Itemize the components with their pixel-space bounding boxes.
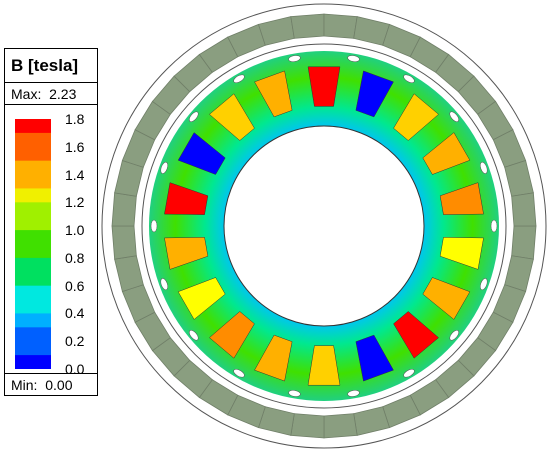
legend-min-value: 0.00 [45,377,73,393]
colorbar-tick-label: 1.0 [65,222,85,239]
stator-slot [160,278,168,291]
legend-max-row: Max: 2.23 [5,83,97,105]
stator-slot [288,55,301,62]
stator-slot [189,111,199,122]
ring-segment [323,13,358,39]
colorbar-band [15,146,51,162]
stator-slot [449,111,459,122]
stator-tooth [393,311,439,359]
colorbar-tick-label: 0.8 [65,249,85,266]
stator-tooth [393,93,439,141]
stator-slot [347,390,360,397]
ring-segment [290,413,325,439]
stator-slot [288,390,301,397]
colorbar-band [15,160,51,176]
colorbar-band [15,313,51,328]
colorbar-tick-label: 0.6 [65,277,85,294]
colorbar-band [15,271,51,287]
stator-tooth [177,277,226,320]
stator-tooth [355,70,394,118]
legend-max-label: Max: [11,86,42,102]
outer-ring [111,13,537,439]
legend-min-label: Min: [11,377,38,393]
stator-slot [449,330,459,341]
ring-segment [511,192,537,227]
stator-tooth [209,93,255,141]
legend-min-row: Min: 0.00 [5,373,97,395]
colorbar-band [15,174,51,189]
colorbar-tick-label: 0.2 [65,333,85,350]
colorbar-band [15,119,51,134]
stator-tooth [164,237,209,270]
stator-slot [233,74,245,83]
stator-tooth [422,277,471,320]
colorbar-band [15,257,51,273]
stator-slot [233,369,245,378]
stator-slot [490,219,498,233]
stator-tooth [164,182,209,215]
stator-tooth [355,334,394,382]
stator-slot [480,278,488,291]
colorbar-band [15,202,51,217]
colorbar-band [15,230,51,245]
colorbar-tick-label: 1.2 [65,194,85,211]
colorbar-band [15,132,51,148]
stator-slot [189,330,199,341]
stator-tooth [439,237,484,270]
stator-tooth [177,132,226,175]
colorbar-band [15,327,51,342]
stator-tooth [254,70,293,118]
ring-segment [111,225,137,260]
colorbar-band [15,341,51,356]
ring-segment [111,192,137,227]
colorbar-band [15,285,51,301]
stator-tooth [307,345,341,386]
stator-tooth [254,334,293,382]
colorbar-gradient [15,119,51,369]
colorbar-tick-label: 1.4 [65,166,85,183]
colorbar-band [15,244,51,259]
ring-segment [511,225,537,260]
stator-tooth [439,182,484,215]
stator-slot [403,74,415,83]
colorbar-tick-label: 1.6 [65,138,85,155]
stator-tooth [422,132,471,175]
legend-title: B [tesla] [5,49,97,83]
colorbar-band [15,299,51,314]
stator-teeth [164,66,484,386]
ring-segment [290,13,325,39]
colorbar-tick-label: 0.4 [65,305,85,322]
colorbar-band [15,355,51,369]
stator-slot [347,55,360,62]
stator-slot [403,369,415,378]
colorbar-tick-label: 1.8 [65,111,85,127]
stator-tooth [209,311,255,359]
stator-slot [480,161,488,174]
colorbar-legend: B [tesla] Max: 2.23 1.8 1.6 1.4 1.2 1.0 0.8 0.… [4,48,98,396]
stator-slots [150,55,498,397]
stator-slot [150,219,158,233]
stator-tooth [307,66,341,107]
legend-max-value: 2.23 [49,86,77,102]
colorbar-band [15,188,51,203]
colorbar-band [15,216,51,231]
ring-segment [323,413,358,439]
stator-slot [160,161,168,174]
rotor-bore [223,125,425,327]
motor-cross-section [101,3,547,449]
